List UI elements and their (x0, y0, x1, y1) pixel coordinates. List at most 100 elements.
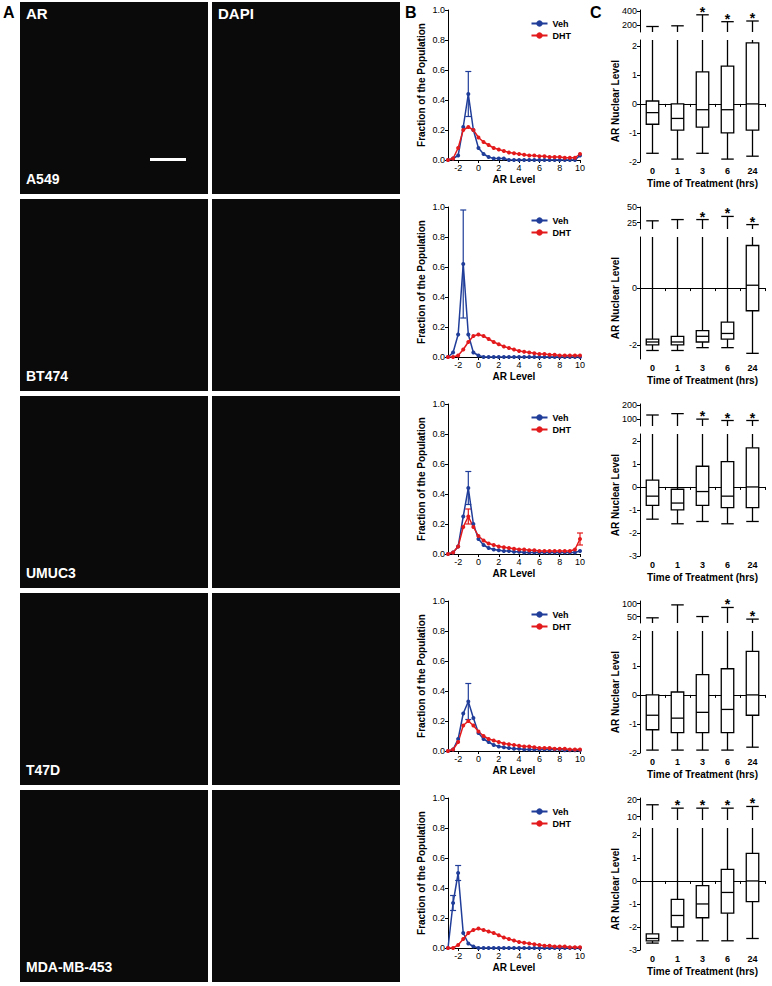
svg-text:8: 8 (557, 163, 562, 173)
svg-text:4: 4 (517, 163, 522, 173)
svg-text:*: * (700, 4, 706, 20)
svg-text:3: 3 (700, 954, 705, 964)
svg-text:1.0: 1.0 (432, 399, 445, 409)
svg-text:Veh: Veh (553, 216, 569, 226)
svg-text:8: 8 (557, 557, 562, 567)
svg-text:*: * (750, 410, 756, 426)
svg-text:0.8: 0.8 (432, 232, 445, 242)
svg-text:6: 6 (725, 166, 730, 176)
svg-text:A549: A549 (26, 171, 60, 187)
svg-text:0.4: 0.4 (432, 686, 445, 696)
svg-text:0: 0 (476, 951, 481, 961)
svg-text:0.8: 0.8 (432, 35, 445, 45)
svg-text:6: 6 (725, 560, 730, 570)
svg-text:Fraction of the Population: Fraction of the Population (416, 811, 427, 935)
svg-text:0: 0 (632, 876, 637, 886)
svg-text:0.6: 0.6 (432, 459, 445, 469)
svg-text:0: 0 (650, 757, 655, 767)
svg-text:2: 2 (496, 557, 501, 567)
svg-text:10: 10 (575, 360, 585, 370)
svg-text:-2: -2 (454, 163, 462, 173)
svg-text:0.2: 0.2 (432, 913, 445, 923)
svg-text:A: A (3, 4, 15, 21)
svg-text:*: * (725, 797, 731, 813)
svg-text:2: 2 (496, 163, 501, 173)
svg-text:6: 6 (725, 363, 730, 373)
svg-text:1: 1 (632, 661, 637, 671)
svg-text:Fraction of the Population: Fraction of the Population (416, 614, 427, 738)
svg-text:0: 0 (632, 283, 637, 293)
svg-text:0: 0 (632, 99, 637, 109)
svg-text:*: * (700, 408, 706, 424)
svg-text:2: 2 (632, 830, 637, 840)
svg-text:DHT: DHT (553, 819, 572, 829)
svg-text:50: 50 (627, 612, 637, 622)
svg-text:Fraction of the Population: Fraction of the Population (416, 23, 427, 147)
svg-text:0.2: 0.2 (432, 322, 445, 332)
svg-text:0.4: 0.4 (432, 292, 445, 302)
svg-text:*: * (725, 596, 731, 612)
svg-text:*: * (750, 795, 756, 811)
svg-text:Time of Treatment (hrs): Time of Treatment (hrs) (647, 769, 758, 780)
svg-text:T47D: T47D (26, 762, 60, 778)
svg-text:8: 8 (557, 951, 562, 961)
svg-text:1.0: 1.0 (432, 5, 445, 15)
svg-text:3: 3 (700, 166, 705, 176)
svg-text:0.4: 0.4 (432, 883, 445, 893)
svg-text:10: 10 (627, 812, 637, 822)
svg-text:3: 3 (700, 363, 705, 373)
svg-text:1.0: 1.0 (432, 202, 445, 212)
svg-text:6: 6 (537, 360, 542, 370)
svg-text:25: 25 (627, 218, 637, 228)
svg-text:8: 8 (557, 360, 562, 370)
svg-text:Veh: Veh (553, 610, 569, 620)
svg-text:0.4: 0.4 (432, 489, 445, 499)
svg-text:2: 2 (496, 951, 501, 961)
svg-text:400: 400 (622, 6, 637, 16)
svg-text:24: 24 (747, 363, 757, 373)
svg-text:Time of Treatment (hrs): Time of Treatment (hrs) (647, 966, 758, 977)
svg-text:3: 3 (700, 560, 705, 570)
svg-text:*: * (725, 410, 731, 426)
svg-text:*: * (750, 214, 756, 230)
svg-text:2: 2 (632, 632, 637, 642)
svg-text:6: 6 (537, 163, 542, 173)
svg-text:AR Nuclear Level: AR Nuclear Level (610, 848, 621, 930)
svg-text:Fraction of the Population: Fraction of the Population (416, 417, 427, 541)
svg-text:0: 0 (476, 754, 481, 764)
svg-text:*: * (750, 10, 756, 26)
svg-text:0: 0 (632, 482, 637, 492)
svg-text:AR: AR (26, 5, 48, 22)
svg-text:4: 4 (517, 360, 522, 370)
svg-text:C: C (590, 4, 602, 21)
svg-text:-2: -2 (454, 951, 462, 961)
svg-text:-2: -2 (454, 360, 462, 370)
svg-text:0: 0 (650, 166, 655, 176)
svg-text:0.8: 0.8 (432, 823, 445, 833)
svg-text:UMUC3: UMUC3 (26, 565, 76, 581)
svg-text:0.6: 0.6 (432, 65, 445, 75)
svg-text:0.2: 0.2 (432, 519, 445, 529)
svg-text:AR Nuclear Level: AR Nuclear Level (610, 454, 621, 536)
svg-text:-1: -1 (629, 719, 637, 729)
svg-text:*: * (725, 205, 731, 221)
svg-text:1: 1 (632, 70, 637, 80)
svg-text:0.0: 0.0 (432, 943, 445, 953)
svg-text:0.2: 0.2 (432, 716, 445, 726)
svg-text:AR Level: AR Level (493, 371, 536, 382)
svg-text:0.0: 0.0 (432, 549, 445, 559)
svg-text:AR Level: AR Level (493, 962, 536, 973)
svg-text:2: 2 (496, 360, 501, 370)
svg-text:1: 1 (632, 459, 637, 469)
svg-text:0.8: 0.8 (432, 429, 445, 439)
svg-text:Fraction of the Population: Fraction of the Population (416, 220, 427, 344)
svg-text:20: 20 (627, 795, 637, 805)
svg-text:1: 1 (675, 166, 680, 176)
svg-text:2: 2 (496, 754, 501, 764)
svg-text:DHT: DHT (553, 31, 572, 41)
svg-text:Time of Treatment (hrs): Time of Treatment (hrs) (647, 178, 758, 189)
svg-text:AR Nuclear Level: AR Nuclear Level (610, 60, 621, 142)
svg-text:0: 0 (650, 560, 655, 570)
svg-text:-2: -2 (629, 340, 637, 350)
svg-text:4: 4 (517, 557, 522, 567)
